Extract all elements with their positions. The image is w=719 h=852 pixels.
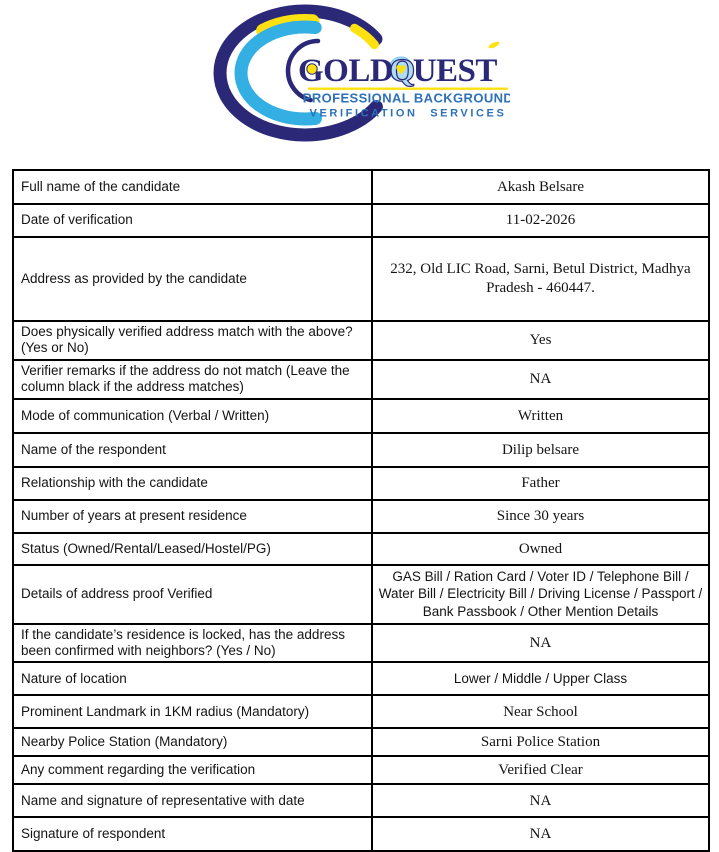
row-label: Relationship with the candidate — [12, 465, 373, 501]
logo-cyan-crescent — [234, 20, 375, 126]
row-label: Date of verification — [12, 203, 373, 238]
table-row: Name of the respondent Dilip belsare — [12, 431, 710, 468]
row-value: NA — [371, 783, 710, 819]
row-value: 232, Old LIC Road, Sarni, Betul District… — [371, 236, 710, 322]
row-label: Does physically verified address match w… — [12, 320, 373, 361]
row-value: Lower / Middle / Upper Class — [371, 661, 710, 697]
table-row: Does physically verified address match w… — [12, 320, 710, 361]
goldquest-logo: GOLD Q UEST ♥ PROFESSIONAL BACKGROUND VE… — [213, 4, 510, 142]
row-label: Number of years at present residence — [12, 498, 373, 534]
table-row: Nature of location Lower / Middle / Uppe… — [12, 661, 710, 697]
table-row: Name and signature of representative wit… — [12, 783, 710, 819]
row-value: Verified Clear — [371, 755, 710, 786]
row-label: Any comment regarding the verification — [12, 755, 373, 786]
row-value: NA — [371, 816, 710, 852]
row-value: Dilip belsare — [371, 431, 710, 468]
verification-table: Full name of the candidate Akash Belsare… — [12, 169, 710, 852]
tagline-verification-services: VERIFICATION SERVICES — [309, 108, 506, 120]
table-row: Mode of communication (Verbal / Written)… — [12, 397, 710, 434]
row-label: Address as provided by the candidate — [12, 236, 373, 322]
row-value: Father — [371, 465, 710, 501]
table-row: If the candidate’s residence is locked, … — [12, 622, 710, 664]
row-value: Since 30 years — [371, 498, 710, 534]
row-value: GAS Bill / Ration Card / Voter ID / Tele… — [371, 563, 710, 625]
row-value: Akash Belsare — [371, 169, 710, 205]
row-value: 11-02-2026 — [371, 203, 710, 238]
row-value: Written — [371, 397, 710, 434]
row-value: NA — [371, 622, 710, 664]
table-row: Signature of respondent NA — [12, 816, 710, 852]
row-value: Owned — [371, 531, 710, 566]
logo-outer-crescent — [213, 4, 396, 142]
table-row: Relationship with the candidate Father — [12, 465, 710, 501]
table-row: Nearby Police Station (Mandatory) Sarni … — [12, 727, 710, 758]
row-label: Name and signature of representative wit… — [12, 783, 373, 819]
row-label: If the candidate’s residence is locked, … — [12, 622, 373, 664]
table-row: Address as provided by the candidate 232… — [12, 236, 710, 322]
row-label: Status (Owned/Rental/Leased/Hostel/PG) — [12, 531, 373, 566]
table-row: Any comment regarding the verification V… — [12, 755, 710, 786]
q-heart-icon: ♥ — [395, 64, 407, 79]
row-value: Near School — [371, 694, 710, 730]
row-label: Nearby Police Station (Mandatory) — [12, 727, 373, 758]
row-label: Nature of location — [12, 661, 373, 697]
row-value: Sarni Police Station — [371, 727, 710, 758]
row-label: Details of address proof Verified — [12, 563, 373, 625]
row-label: Signature of respondent — [12, 816, 373, 852]
logo-leaf-accent — [487, 41, 500, 49]
row-label: Mode of communication (Verbal / Written) — [12, 397, 373, 434]
g-gold-ball — [305, 63, 318, 75]
row-label: Verifier remarks if the address do not m… — [12, 358, 373, 400]
tagline-professional-background: PROFESSIONAL BACKGROUND — [302, 91, 509, 106]
logo-inner-c-arc — [285, 38, 350, 104]
table-row: Status (Owned/Rental/Leased/Hostel/PG) O… — [12, 531, 710, 566]
row-value: Yes — [371, 320, 710, 361]
row-label: Name of the respondent — [12, 431, 373, 468]
row-value: NA — [371, 358, 710, 400]
brand-text-q: Q — [389, 53, 415, 89]
table-row: Number of years at present residence Sin… — [12, 498, 710, 534]
brand-text-uest: UEST — [412, 53, 497, 89]
logo-divider-line — [307, 87, 508, 90]
table-row: Prominent Landmark in 1KM radius (Mandat… — [12, 694, 710, 730]
table-row: Full name of the candidate Akash Belsare — [12, 169, 710, 205]
table-row: Date of verification 11-02-2026 — [12, 203, 710, 238]
table-row: Verifier remarks if the address do not m… — [12, 358, 710, 400]
q-fingerprint-ring — [388, 56, 413, 82]
table-row: Details of address proof Verified GAS Bi… — [12, 563, 710, 625]
logo-header: GOLD Q UEST ♥ PROFESSIONAL BACKGROUND VE… — [0, 0, 719, 161]
row-label: Full name of the candidate — [12, 169, 373, 205]
row-label: Prominent Landmark in 1KM radius (Mandat… — [12, 694, 373, 730]
